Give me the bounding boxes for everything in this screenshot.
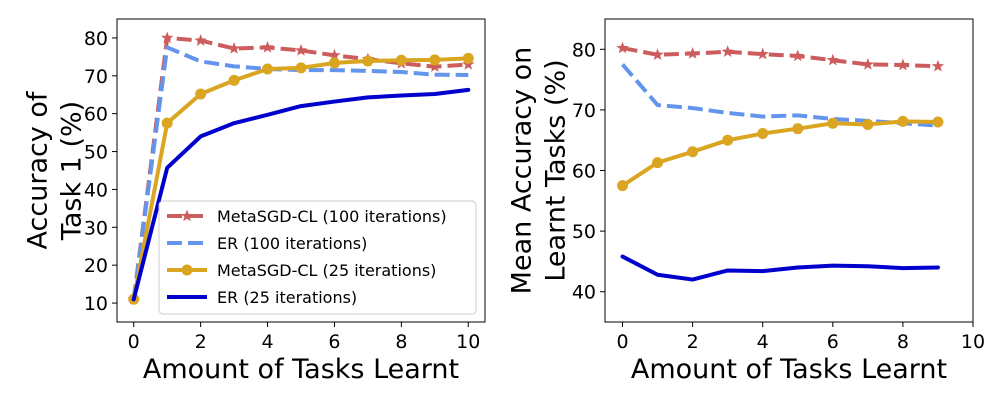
data-point	[261, 40, 274, 53]
y-axis-label-line-1: Accuracy of	[23, 90, 54, 249]
y-tick-label: 50	[84, 142, 108, 164]
data-point	[161, 31, 174, 44]
data-point	[826, 53, 839, 66]
x-tick-label: 2	[195, 331, 207, 353]
x-tick-label: 6	[827, 331, 839, 353]
data-point	[791, 49, 804, 62]
data-point	[651, 48, 664, 61]
data-point	[757, 128, 769, 140]
data-point	[161, 117, 173, 129]
data-point	[328, 57, 340, 69]
data-point	[827, 117, 839, 129]
x-tick-label: 2	[687, 331, 699, 353]
x-tick-label: 0	[616, 331, 628, 353]
data-point	[756, 47, 769, 60]
x-tick-label: 6	[328, 331, 340, 353]
legend-label: MetaSGD-CL (25 iterations)	[217, 261, 436, 280]
x-tick-label: 8	[395, 331, 407, 353]
data-point	[932, 116, 944, 128]
y-tick-label: 20	[84, 255, 108, 277]
y-tick-label: 60	[84, 104, 108, 126]
data-point	[931, 59, 945, 72]
data-point	[652, 157, 664, 169]
series-line-2	[621, 63, 939, 128]
x-tick-label: 10	[961, 331, 985, 353]
data-point	[616, 41, 629, 54]
data-point	[792, 123, 804, 135]
legend-swatch-marker	[180, 209, 194, 222]
series-line-1	[131, 35, 469, 300]
data-point	[861, 57, 875, 70]
y-tick-label: 10	[84, 293, 108, 315]
y-axis-label-line-2: Task 1 (%)	[57, 101, 88, 241]
y-axis-label-line-1: Mean Accuracy on	[507, 47, 538, 295]
data-point	[362, 55, 374, 67]
data-point	[227, 42, 241, 54]
y-tick-label: 40	[572, 282, 596, 304]
series-line-1	[622, 46, 939, 69]
data-point	[262, 63, 274, 75]
y-tick-label: 80	[572, 39, 596, 61]
chart-1: 0 2 4 6 8 10 10 20 30 40 50 60 70 80 Amount of Tasks L…	[23, 18, 486, 385]
data-point	[897, 115, 909, 127]
data-point	[721, 45, 734, 57]
data-point	[617, 180, 629, 192]
data-point	[395, 54, 407, 66]
x-axis-label: Amount of Tasks Learnt	[143, 354, 459, 385]
data-point	[194, 34, 207, 46]
series-line-4	[131, 87, 471, 302]
data-point	[228, 74, 240, 86]
data-point	[896, 58, 910, 71]
x-tick-label: 4	[757, 331, 769, 353]
y-tick-label: 40	[84, 179, 108, 201]
data-point	[862, 118, 874, 130]
data-point	[294, 43, 308, 56]
legend-label: MetaSGD-CL (100 iterations)	[217, 207, 447, 226]
series-line-4	[620, 254, 940, 282]
y-tick-label: 80	[84, 28, 108, 50]
data-point	[195, 88, 207, 100]
plot-frame	[116, 18, 486, 323]
data-point	[328, 48, 341, 61]
y-tick-label: 70	[572, 100, 596, 122]
series-line-3	[620, 119, 940, 188]
x-axis-label: Amount of Tasks Learnt	[631, 354, 947, 385]
y-tick-label: 70	[84, 66, 108, 88]
data-point	[295, 62, 307, 74]
y-axis-label-line-2: Learnt Tasks (%)	[541, 59, 572, 281]
y-tick-label: 60	[572, 161, 596, 183]
x-tick-label: 4	[261, 331, 273, 353]
legend-swatch-marker	[181, 264, 193, 276]
data-point	[687, 146, 699, 158]
data-point	[429, 54, 441, 66]
x-tick-label: 8	[897, 331, 909, 353]
data-point	[462, 52, 474, 64]
data-point	[686, 47, 699, 59]
legend: MetaSGD-CL (100 iterations) ER (100 itera…	[158, 200, 477, 315]
x-tick-label: 10	[456, 331, 480, 353]
y-tick-label: 30	[84, 217, 108, 239]
x-tick-label: 0	[128, 331, 140, 353]
y-tick-label: 50	[572, 221, 596, 243]
data-point	[428, 60, 441, 72]
legend-box	[158, 200, 477, 315]
legend-label: ER (25 iterations)	[217, 288, 357, 307]
chart-2: 0 2 4 6 8 10 40 50 60 70 80 Amount of Tasks Learnt M…	[507, 18, 985, 385]
legend-label: ER (100 iterations)	[217, 234, 367, 253]
data-point	[722, 134, 734, 146]
